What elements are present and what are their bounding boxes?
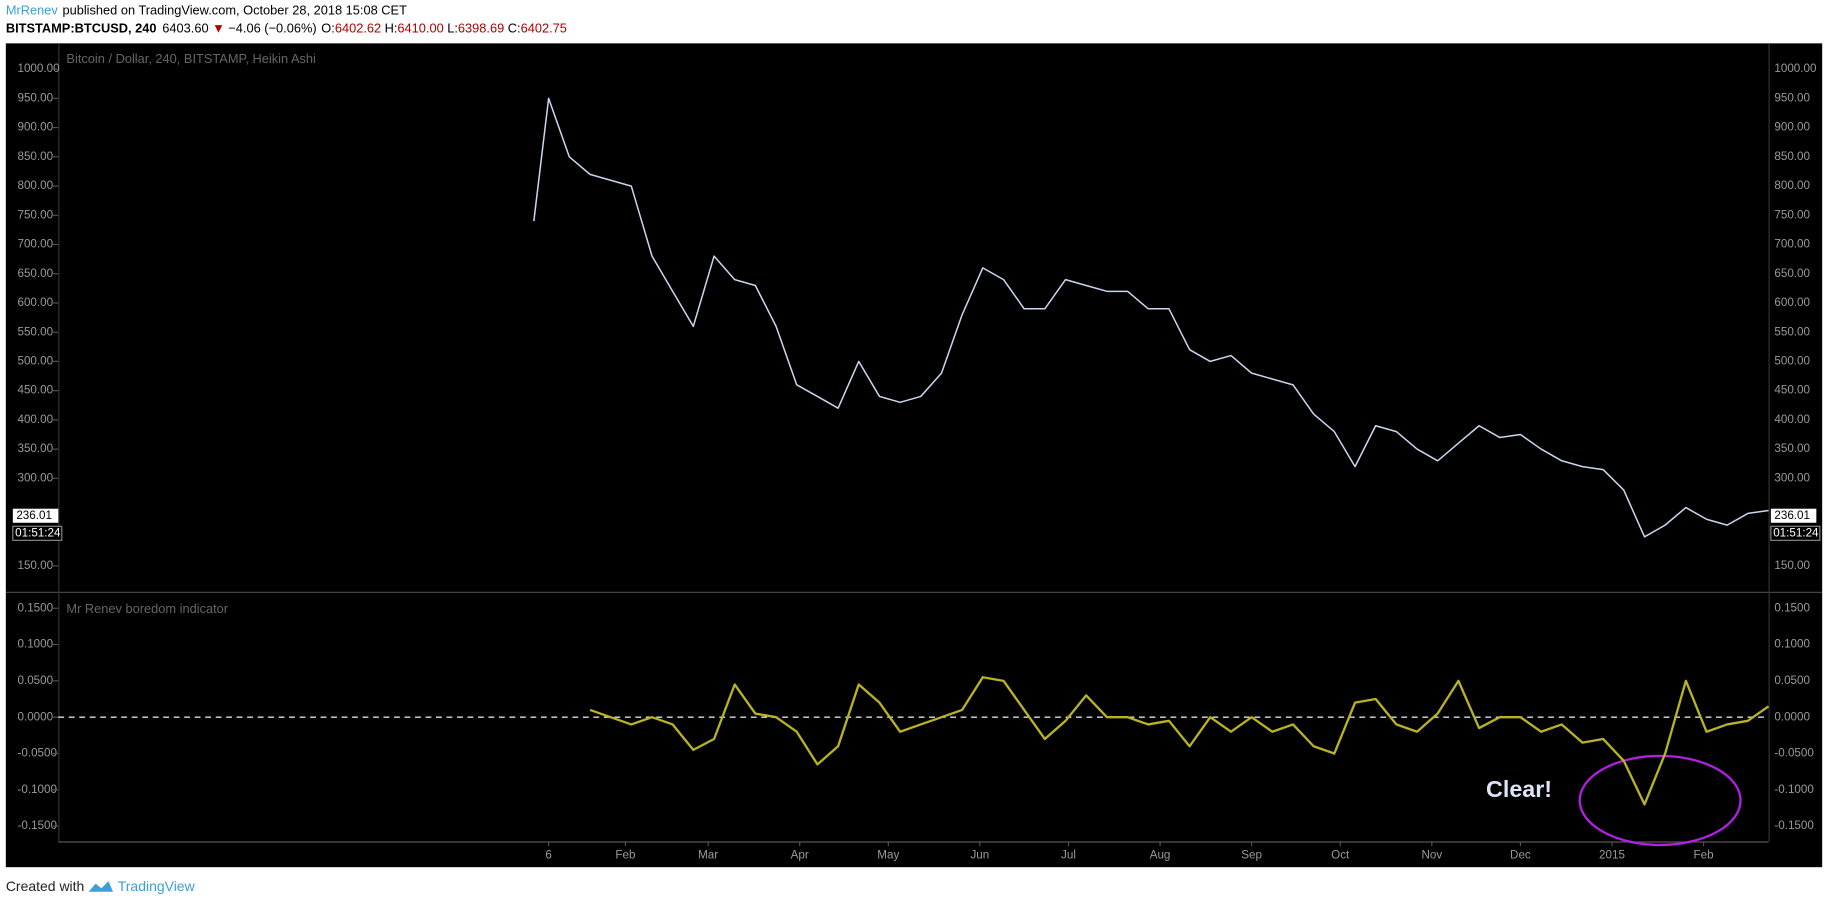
y-tick-label: 800.00 (17, 179, 53, 192)
y-tick-label-right: 150.00 (1774, 559, 1810, 572)
y-tick-label-right: 300.00 (1774, 471, 1810, 484)
last: 6403.60 (162, 21, 208, 36)
y-tick-label: -0.0500 (17, 747, 57, 760)
symbol: BITSTAMP:BTCUSD, 240 (6, 21, 157, 36)
change: −4.06 (−0.06%) (228, 21, 316, 36)
arrow: ▼ (212, 21, 225, 36)
countdown-label: 01:51:24 (15, 526, 61, 539)
y-tick-label: 0.0000 (17, 710, 53, 723)
c-label: C: (508, 21, 521, 36)
footer-created: Created with (6, 878, 84, 894)
h-value: 6410.00 (397, 21, 443, 36)
y-tick-label-right: 600.00 (1774, 296, 1810, 309)
x-tick-label: Nov (1421, 849, 1442, 862)
x-tick-label: Oct (1331, 849, 1350, 862)
last-value-box (12, 508, 59, 523)
y-tick-label: 0.0500 (17, 674, 53, 687)
y-tick-label-right: 650.00 (1774, 267, 1810, 280)
indicator-title: Mr Renev boredom indicator (66, 601, 228, 616)
c-value: 6402.75 (521, 21, 567, 36)
footer-brand[interactable]: TradingView (118, 878, 196, 894)
y-tick-label-right: 0.0500 (1774, 674, 1810, 687)
y-tick-label: 600.00 (17, 296, 53, 309)
y-tick-label: 750.00 (17, 208, 53, 221)
x-tick-label: 6 (545, 849, 551, 862)
h-label: H: (385, 21, 398, 36)
y-tick-label: 450.00 (17, 384, 53, 397)
ticker-line: BITSTAMP:BTCUSD, 240 6403.60 ▼ −4.06 (−0.06… (6, 21, 567, 36)
x-tick-label: Dec (1510, 849, 1531, 862)
y-tick-label-right: 800.00 (1774, 179, 1810, 192)
y-tick-label: -0.1500 (17, 819, 57, 832)
last-value-box (1770, 508, 1817, 523)
y-tick-label-right: 1000.00 (1774, 62, 1817, 75)
y-tick-label: 950.00 (17, 91, 53, 104)
y-tick-label-right: 0.1500 (1774, 601, 1810, 614)
y-tick-label-right: 900.00 (1774, 121, 1810, 134)
series-line (533, 97, 1769, 538)
y-tick-label-right: -0.0500 (1774, 747, 1814, 760)
y-tick-label: 550.00 (17, 325, 53, 338)
y-tick-label: 350.00 (17, 442, 53, 455)
y-tick-label-right: 350.00 (1774, 442, 1810, 455)
y-tick-label-right: 0.1000 (1774, 638, 1810, 651)
y-tick-label: 300.00 (17, 471, 53, 484)
price-title: Bitcoin / Dollar, 240, BITSTAMP, Heikin … (66, 51, 315, 66)
last-value-label: 236.01 (16, 509, 52, 522)
y-tick-label-right: 500.00 (1774, 354, 1810, 367)
x-tick-label: 2015 (1599, 849, 1625, 862)
l-label: L: (447, 21, 458, 36)
countdown-box (1770, 525, 1821, 541)
y-tick-label-right: 700.00 (1774, 238, 1810, 251)
x-tick-label: Jul (1061, 849, 1076, 862)
o-value: 6402.62 (335, 21, 381, 36)
y-tick-label-right: 950.00 (1774, 91, 1810, 104)
y-tick-label-right: -0.1000 (1774, 783, 1814, 796)
countdown-label: 01:51:24 (1773, 526, 1819, 539)
y-tick-label-right: 400.00 (1774, 413, 1810, 426)
x-tick-label: Mar (698, 849, 718, 862)
y-tick-label-right: 750.00 (1774, 208, 1810, 221)
y-tick-label: 850.00 (17, 150, 53, 163)
y-tick-label: 0.1000 (17, 638, 53, 651)
header-line: MrRenev published on TradingView.com, Oct… (6, 3, 407, 18)
highlight-circle (1578, 754, 1742, 847)
last-value-label: 236.01 (1774, 509, 1810, 522)
author[interactable]: MrRenev (6, 3, 59, 18)
y-tick-label: 1000.00 (17, 62, 60, 75)
x-tick-label: May (877, 849, 899, 862)
y-tick-label: 0.1500 (17, 601, 53, 614)
y-tick-label: 150.00 (17, 559, 53, 572)
x-tick-label: Feb (615, 849, 635, 862)
x-tick-label: Feb (1694, 849, 1714, 862)
annotation: Clear! (1486, 776, 1552, 802)
y-tick-label: 900.00 (17, 121, 53, 134)
x-tick-label: Aug (1150, 849, 1171, 862)
series-line (589, 676, 1770, 806)
y-tick-label: 700.00 (17, 238, 53, 251)
y-tick-label-right: 550.00 (1774, 325, 1810, 338)
y-tick-label: 500.00 (17, 354, 53, 367)
countdown-box (12, 525, 63, 541)
y-tick-label: -0.1000 (17, 783, 57, 796)
x-tick-label: Jun (970, 849, 989, 862)
y-tick-label: 400.00 (17, 413, 53, 426)
published: published on TradingView.com, October 28… (62, 3, 407, 18)
brand-icon (88, 881, 114, 892)
x-tick-label: Sep (1241, 849, 1262, 862)
y-tick-label-right: 850.00 (1774, 150, 1810, 163)
o-label: O: (321, 21, 335, 36)
l-value: 6398.69 (458, 21, 504, 36)
x-tick-label: Apr (791, 849, 809, 862)
y-tick-label: 650.00 (17, 267, 53, 280)
y-tick-label-right: -0.1500 (1774, 819, 1814, 832)
y-tick-label-right: 0.0000 (1774, 710, 1810, 723)
chart-panel (5, 43, 1823, 868)
y-tick-label-right: 450.00 (1774, 384, 1810, 397)
